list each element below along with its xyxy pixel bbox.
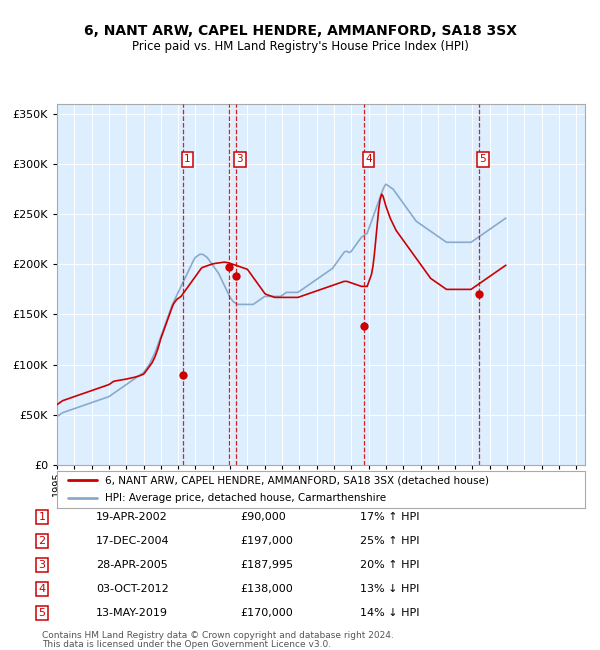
Text: 25% ↑ HPI: 25% ↑ HPI bbox=[360, 536, 419, 546]
Text: 2: 2 bbox=[38, 536, 46, 546]
Text: 4: 4 bbox=[365, 154, 372, 164]
Text: 17% ↑ HPI: 17% ↑ HPI bbox=[360, 512, 419, 522]
Text: 1: 1 bbox=[184, 154, 191, 164]
Text: 6, NANT ARW, CAPEL HENDRE, AMMANFORD, SA18 3SX (detached house): 6, NANT ARW, CAPEL HENDRE, AMMANFORD, SA… bbox=[104, 475, 488, 486]
Text: £197,000: £197,000 bbox=[240, 536, 293, 546]
Text: 14% ↓ HPI: 14% ↓ HPI bbox=[360, 608, 419, 618]
Text: £90,000: £90,000 bbox=[240, 512, 286, 522]
Text: 1: 1 bbox=[38, 512, 46, 522]
Text: 20% ↑ HPI: 20% ↑ HPI bbox=[360, 560, 419, 570]
Text: 3: 3 bbox=[236, 154, 243, 164]
Text: 13% ↓ HPI: 13% ↓ HPI bbox=[360, 584, 419, 594]
Text: 5: 5 bbox=[38, 608, 46, 618]
Text: 13-MAY-2019: 13-MAY-2019 bbox=[96, 608, 168, 618]
Text: This data is licensed under the Open Government Licence v3.0.: This data is licensed under the Open Gov… bbox=[42, 640, 331, 649]
Text: 19-APR-2002: 19-APR-2002 bbox=[96, 512, 168, 522]
Text: 28-APR-2005: 28-APR-2005 bbox=[96, 560, 168, 570]
Text: 6, NANT ARW, CAPEL HENDRE, AMMANFORD, SA18 3SX: 6, NANT ARW, CAPEL HENDRE, AMMANFORD, SA… bbox=[83, 24, 517, 38]
Text: 17-DEC-2004: 17-DEC-2004 bbox=[96, 536, 170, 546]
Text: £138,000: £138,000 bbox=[240, 584, 293, 594]
Text: £187,995: £187,995 bbox=[240, 560, 293, 570]
Text: 4: 4 bbox=[38, 584, 46, 594]
Text: 5: 5 bbox=[479, 154, 486, 164]
Text: HPI: Average price, detached house, Carmarthenshire: HPI: Average price, detached house, Carm… bbox=[104, 493, 386, 504]
Text: 03-OCT-2012: 03-OCT-2012 bbox=[96, 584, 169, 594]
Text: Contains HM Land Registry data © Crown copyright and database right 2024.: Contains HM Land Registry data © Crown c… bbox=[42, 631, 394, 640]
Text: £170,000: £170,000 bbox=[240, 608, 293, 618]
Text: 3: 3 bbox=[38, 560, 46, 570]
Text: Price paid vs. HM Land Registry's House Price Index (HPI): Price paid vs. HM Land Registry's House … bbox=[131, 40, 469, 53]
